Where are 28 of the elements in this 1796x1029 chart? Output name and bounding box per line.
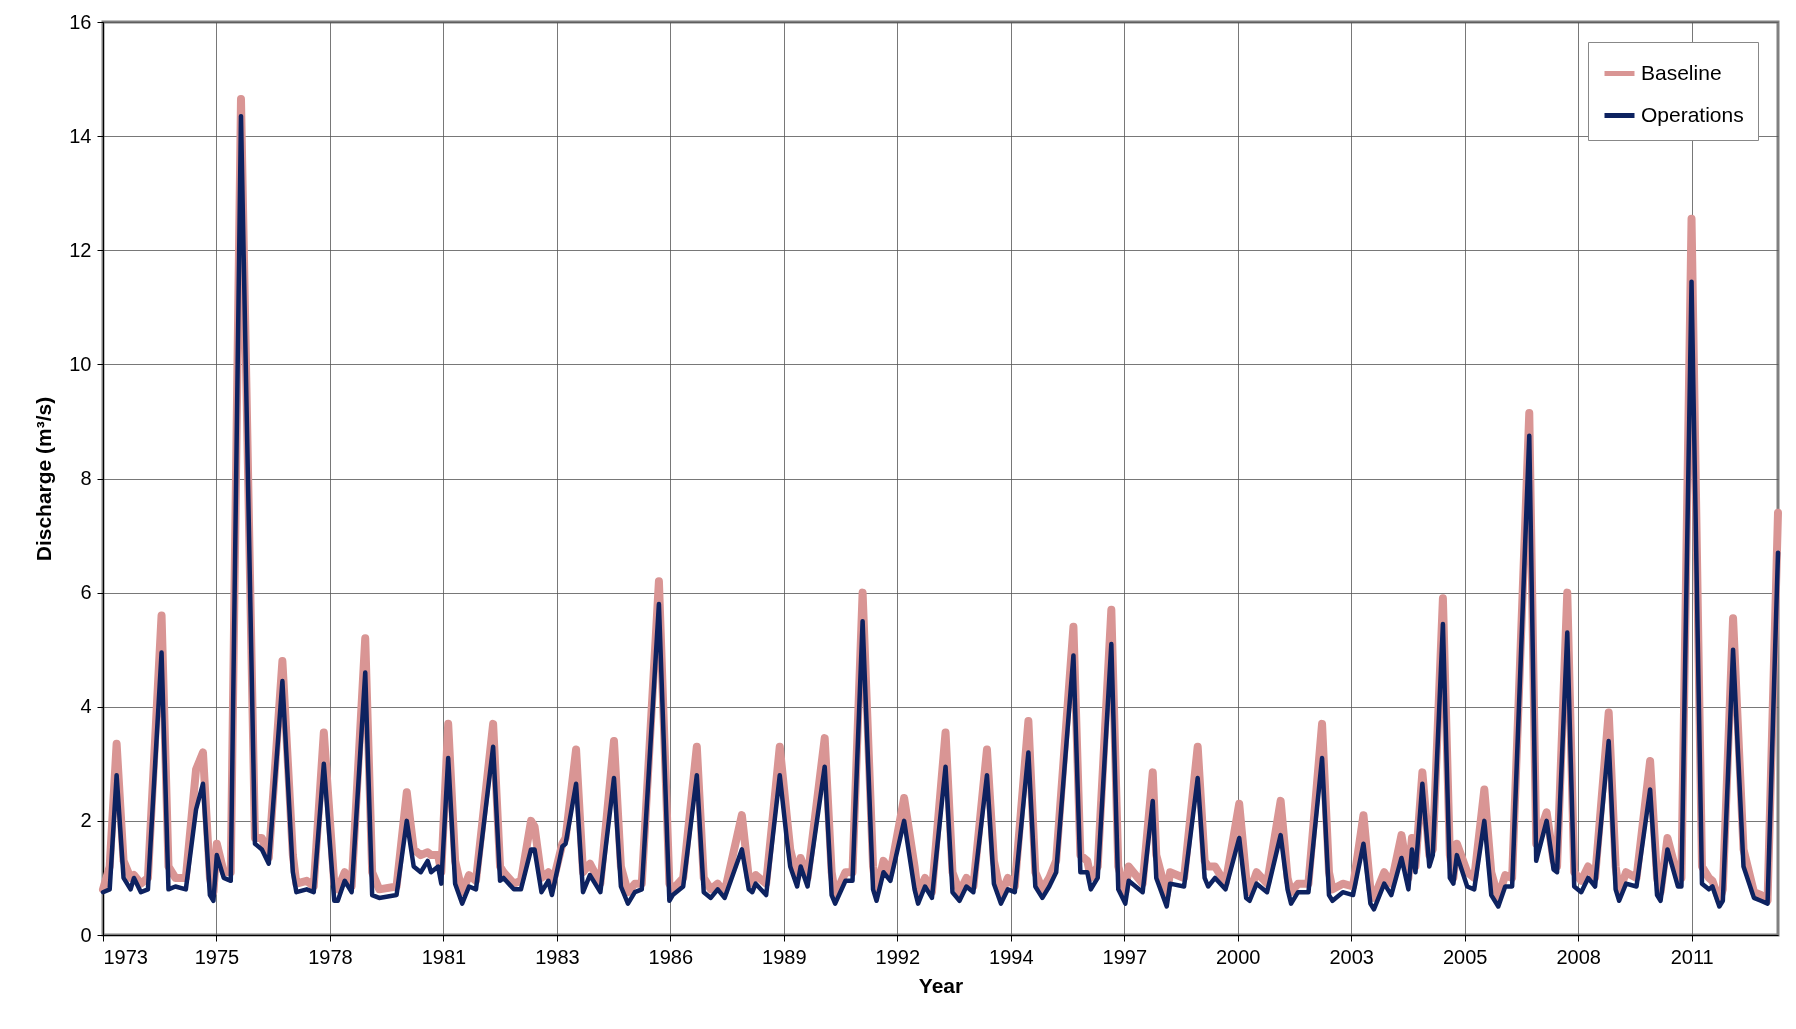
y-tick-label: 10	[69, 352, 92, 375]
x-tick-label: 1992	[875, 945, 921, 968]
x-tick-label: 1981	[421, 945, 467, 968]
x-tick-label: 2005	[1442, 945, 1488, 968]
x-tick-label: 2000	[1216, 945, 1261, 968]
x-tick-label: 1994	[989, 945, 1034, 968]
legend-label: Operations	[1641, 102, 1744, 126]
x-tick-label: 2003	[1329, 945, 1374, 968]
x-tick-label: 2011	[1670, 945, 1714, 968]
y-tick-label: 4	[80, 695, 92, 718]
y-tick-label: 2	[80, 809, 92, 832]
y-tick-label: 16	[69, 10, 92, 33]
x-tick-label: 1973	[103, 945, 148, 968]
x-tick-label: 1997	[1102, 945, 1148, 968]
x-axis-title: Year	[918, 973, 964, 997]
y-tick-label: 0	[80, 923, 92, 946]
legend-label: Baseline	[1641, 60, 1722, 84]
y-axis-title: Discharge (m³/s)	[32, 396, 56, 562]
x-tick-label: 2008	[1556, 945, 1601, 968]
x-tick-label: 1975	[194, 945, 240, 968]
y-tick-label: 8	[80, 467, 92, 489]
y-tick-label: 6	[80, 581, 92, 604]
x-tick-label: 1989	[762, 945, 807, 968]
x-tick-label: 1986	[648, 945, 694, 968]
y-tick-label: 14	[69, 124, 92, 147]
x-tick-label: 1978	[308, 945, 353, 968]
y-tick-label: 12	[69, 238, 92, 261]
x-tick-label: 1983	[535, 945, 580, 968]
